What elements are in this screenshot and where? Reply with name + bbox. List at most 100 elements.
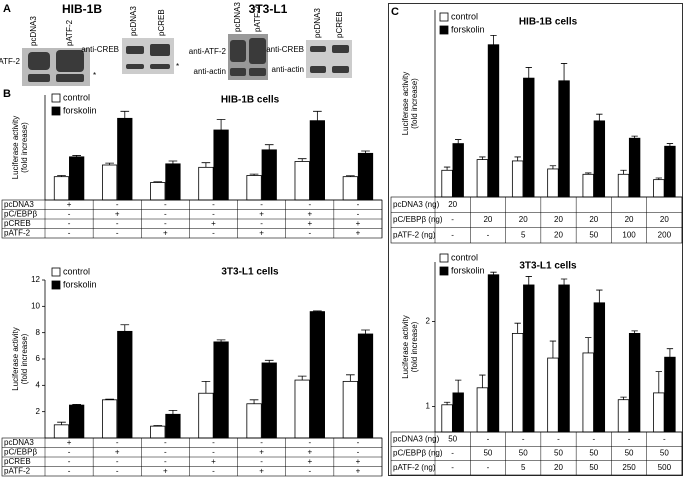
y-tick-label: 10 — [31, 301, 40, 310]
table-cell: - — [116, 466, 119, 475]
table-cell: + — [115, 447, 120, 456]
table-cell: - — [451, 449, 454, 458]
lane-label: pcDNA3 — [233, 2, 242, 32]
bar — [53, 424, 70, 439]
y-axis-label: Luciferase activity — [401, 72, 410, 136]
bar — [511, 332, 524, 433]
table-cell: 50 — [589, 449, 598, 458]
error-bar — [655, 177, 662, 180]
antibody-label: anti-ATF-2 — [0, 57, 21, 66]
table-cell: - — [212, 228, 215, 237]
legend-swatch — [439, 253, 449, 263]
error-bar — [655, 371, 662, 393]
bar — [628, 332, 641, 433]
row-label: pcDNA3 (ng) — [393, 434, 440, 443]
bar — [309, 311, 325, 439]
bar — [357, 152, 374, 201]
error-bar — [631, 135, 638, 139]
error-bar — [105, 162, 114, 165]
note: * — [176, 62, 179, 71]
table-cell: - — [68, 219, 71, 228]
table-cell: 50 — [448, 434, 457, 443]
error-bar — [585, 337, 592, 353]
bar — [117, 330, 133, 439]
table-cell: - — [116, 228, 119, 237]
bar — [523, 77, 535, 198]
y-axis-label: (fold increase) — [20, 122, 29, 173]
error-bar — [346, 175, 355, 177]
error-bar — [455, 139, 462, 144]
table-cell: - — [68, 457, 71, 466]
table-cell: - — [164, 200, 167, 209]
bar — [342, 176, 358, 201]
blot — [122, 38, 174, 74]
row-label: pCREB — [4, 219, 31, 228]
table-cell: + — [356, 457, 361, 466]
error-bar — [666, 143, 674, 147]
lane-label: pcDNA3 — [129, 6, 138, 36]
legend-label: forskolin — [451, 24, 485, 34]
error-bar — [631, 330, 638, 334]
table-cell: + — [307, 219, 312, 228]
table-cell: - — [260, 219, 263, 228]
table-cell: - — [451, 463, 454, 472]
table-cell: - — [212, 466, 215, 475]
row-label: pC/EBPβ — [4, 447, 37, 456]
error-bar — [297, 158, 307, 162]
bar — [476, 159, 489, 198]
table-cell: 20 — [554, 463, 563, 472]
error-bar — [153, 181, 163, 183]
error-bar — [264, 359, 274, 363]
chart-title: HIB-1B cells — [221, 95, 280, 106]
table-cell: - — [357, 200, 360, 209]
table-cell: - — [308, 200, 311, 209]
bar — [198, 166, 214, 201]
bar — [593, 302, 606, 433]
table-cell: - — [68, 228, 71, 237]
bar — [558, 80, 570, 198]
table-cell: + — [67, 200, 72, 209]
y-axis-label: Luciferase activity — [11, 116, 20, 180]
error-bar — [525, 276, 532, 285]
bar — [198, 392, 214, 439]
table-cell: - — [628, 434, 631, 443]
table-cell: 50 — [589, 463, 598, 472]
bar — [165, 413, 181, 439]
table-cell: - — [522, 434, 525, 443]
table-cell: 50 — [660, 449, 669, 458]
lane-label: pCREB — [157, 9, 166, 36]
table-cell: - — [357, 438, 360, 447]
table-cell: + — [356, 219, 361, 228]
table-cell: + — [259, 447, 264, 456]
y-tick-label: 1 — [426, 402, 431, 411]
error-bar — [479, 374, 486, 388]
table-cell: 50 — [625, 449, 634, 458]
table-cell: 20 — [554, 230, 563, 239]
y-axis-label: Luciferase activity — [11, 327, 20, 391]
table-cell: - — [116, 438, 119, 447]
table-cell: - — [260, 200, 263, 209]
table-cell: + — [259, 466, 264, 475]
bar — [309, 120, 325, 201]
blot-group-title: 3T3-L1 — [249, 2, 288, 16]
lane-label: pATF-2 — [253, 5, 262, 32]
bar — [487, 44, 500, 198]
chart-title: 3T3-L1 cells — [519, 261, 577, 272]
panel-label: C — [391, 6, 399, 18]
lane-label: pcDNA3 — [313, 8, 322, 38]
y-axis-label: (fold increase) — [20, 333, 29, 384]
legend-label: control — [451, 252, 478, 262]
table-cell: 20 — [660, 215, 669, 224]
table-cell: 20 — [519, 215, 528, 224]
bar — [246, 403, 262, 439]
bar — [441, 404, 453, 433]
bar — [150, 182, 166, 201]
legend-swatch — [439, 25, 449, 35]
legend-swatch — [439, 12, 449, 22]
table-cell: + — [163, 466, 168, 475]
error-bar — [514, 156, 521, 161]
error-bar — [620, 169, 627, 175]
row-label: pATF-2 (ng) — [393, 230, 436, 239]
row-label: pC/EBPβ (ng) — [393, 215, 443, 224]
row-label: pcDNA3 (ng) — [393, 200, 440, 209]
